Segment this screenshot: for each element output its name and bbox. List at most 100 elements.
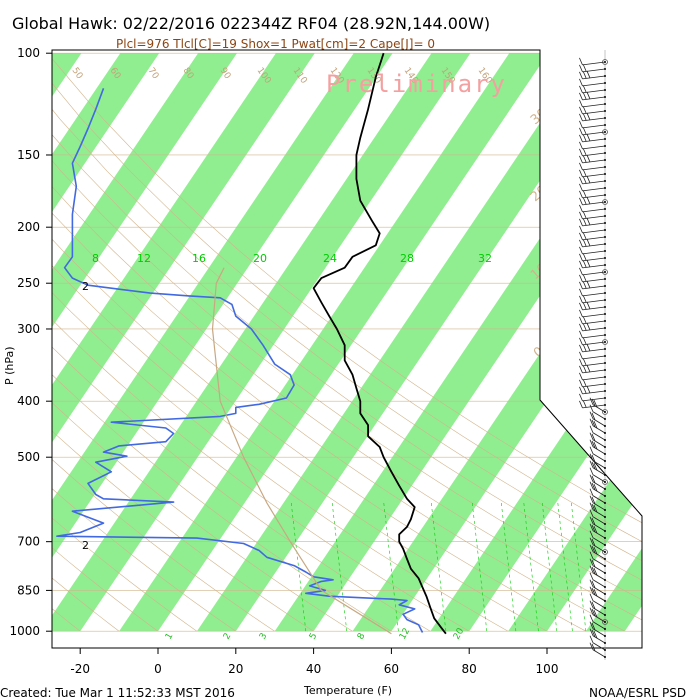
wind-barb-feather: [589, 544, 594, 552]
wind-barb-dot: [604, 306, 606, 308]
mixing-ratio-label: 32: [478, 252, 492, 265]
wind-barb-staff: [582, 355, 606, 360]
wind-barb-staff: [592, 474, 606, 483]
wind-barb-dot: [604, 138, 606, 140]
isotherm-label-c: 0: [531, 344, 547, 361]
dry-adiabat: [52, 53, 548, 632]
wind-barb-dot: [604, 243, 606, 245]
mixing-ratio-label-bottom: 3: [258, 632, 270, 642]
wind-barb-dot: [604, 75, 606, 77]
wind-barb-feather: [582, 400, 587, 408]
wind-barb-feather: [579, 211, 583, 220]
wind-barb-feather: [582, 64, 587, 72]
wind-barb-feather: [589, 523, 594, 531]
dry-adiabat: [52, 53, 431, 632]
isotherm-band: [52, 53, 237, 632]
wind-barb-feather: [586, 364, 591, 373]
wind-barb-feather: [589, 530, 594, 538]
wind-barb-feather: [582, 253, 587, 261]
wind-barb-feather: [591, 629, 596, 638]
wind-barb-feather: [579, 197, 583, 206]
wind-barb-feather: [582, 113, 587, 121]
wind-barb-feather: [591, 524, 596, 533]
wind-barb-feather: [579, 232, 583, 241]
wind-barb-staff: [582, 82, 606, 87]
wind-barb-feather: [582, 85, 587, 93]
y-tick-label: 300: [17, 322, 40, 336]
wind-barb-feather: [579, 344, 583, 353]
wind-barb-feather: [589, 565, 594, 573]
wind-barb-feather: [589, 418, 594, 426]
x-tick-label: 80: [462, 662, 477, 676]
wind-barb-dot: [604, 229, 606, 231]
wind-barb-feather: [586, 217, 591, 226]
wind-barb-feather: [593, 399, 598, 408]
wind-barb-feather: [591, 496, 596, 505]
wind-barb-dot: [604, 187, 606, 189]
wind-barb-feather: [591, 517, 596, 526]
x-axis-label: Temperature (F): [303, 684, 392, 697]
wind-barb-feather: [593, 630, 598, 639]
y-tick-label: 500: [17, 450, 40, 464]
wind-barb-dot: [604, 579, 606, 581]
dry-adiabat: [52, 53, 587, 632]
wind-barb-feather: [589, 621, 594, 629]
wind-barb-feather: [579, 64, 583, 73]
wind-barb-feather: [579, 365, 583, 374]
wind-barb-dot: [604, 376, 606, 378]
wind-barb-dot: [604, 544, 606, 546]
wind-barb-feather: [589, 502, 594, 510]
wind-barb-feather: [579, 127, 583, 136]
wind-barb-feather: [589, 628, 594, 636]
wind-barb-feather: [591, 419, 596, 428]
wind-barb-feather: [589, 600, 594, 608]
wind-barb-feather: [579, 155, 583, 164]
wind-barb-feather: [579, 302, 583, 311]
isotherm-band: [119, 53, 549, 632]
wind-barb-feather: [579, 148, 583, 157]
wind-barb-dot: [604, 516, 606, 518]
wind-barb-feather: [589, 474, 594, 482]
mixing-ratio-label: 16: [192, 252, 206, 265]
y-tick-label: 850: [17, 583, 40, 597]
wind-barb-staff: [592, 523, 606, 532]
wind-barb-dot: [604, 61, 606, 63]
wind-barb-feather: [579, 78, 583, 87]
wind-barb-dot: [604, 495, 606, 497]
wind-barb-feather: [586, 322, 591, 331]
wind-barb-staff: [592, 586, 606, 595]
wind-barb-feather: [579, 57, 583, 66]
dry-adiabat: [52, 53, 353, 632]
temperature-trace: [312, 52, 447, 635]
wind-barb-feather: [579, 295, 583, 304]
wind-barb-dot: [604, 264, 606, 266]
wind-barb-dot: [604, 96, 606, 98]
wind-barb-staff: [582, 124, 606, 129]
dry-adiabat: [52, 53, 392, 632]
wind-barb-feather: [579, 330, 583, 339]
wind-barb-staff: [592, 537, 606, 546]
wind-barb-feather: [589, 460, 594, 468]
wind-barb-dot: [604, 558, 606, 560]
wind-barb-dot: [604, 390, 606, 392]
wind-barb-feather: [591, 538, 596, 547]
wind-barb-staff: [592, 530, 606, 539]
wind-barb-feather: [582, 302, 587, 310]
y-tick-label: 400: [17, 394, 40, 408]
wind-barb-feather: [591, 503, 596, 512]
wind-barb-staff: [592, 495, 606, 504]
wind-barb-dot: [604, 201, 606, 203]
wind-barb-feather: [586, 154, 591, 163]
wind-barb-feather: [593, 462, 598, 471]
dry-adiabat: [52, 53, 198, 632]
wind-barb-staff: [582, 208, 606, 213]
wind-barb-dot: [604, 649, 606, 651]
wind-barb-feather: [582, 197, 587, 205]
isotherm-label-c: 30: [528, 106, 550, 128]
dry-adiabat: [52, 53, 314, 632]
wind-barb-feather: [579, 99, 583, 108]
isotherm-band: [52, 53, 315, 632]
isotherm-band: [430, 53, 642, 632]
wind-barb-feather: [582, 365, 587, 373]
